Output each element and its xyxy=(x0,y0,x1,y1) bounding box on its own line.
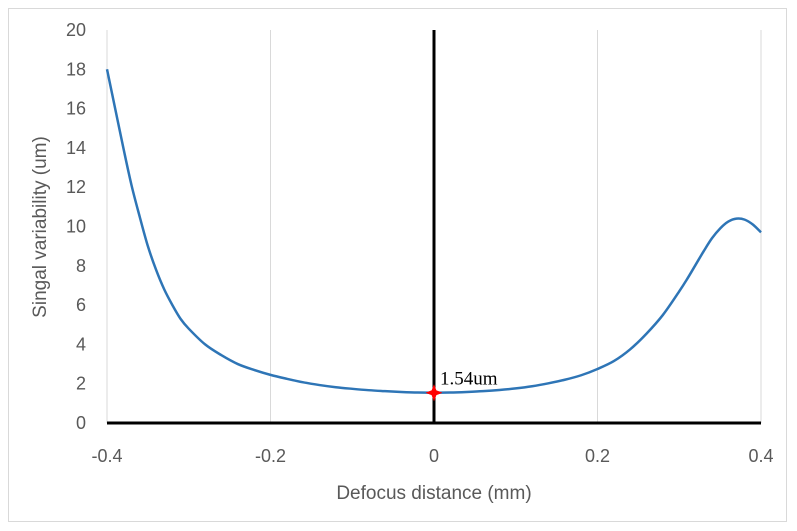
x-tick-label: -0.2 xyxy=(255,446,286,466)
x-tick-label: 0.4 xyxy=(748,446,773,466)
y-tick-label: 18 xyxy=(66,59,86,79)
min-point-label: 1.54um xyxy=(440,369,498,390)
y-axis-title: Singal variability (um) xyxy=(30,136,51,318)
y-tick-label: 12 xyxy=(66,177,86,197)
tick-labels: 0 2 4 6 8 10 12 14 16 18 20 -0.4 -0.2 0 0.2 0.4 xyxy=(66,20,774,466)
grid-lines xyxy=(106,30,762,423)
y-tick-label: 0 xyxy=(76,413,86,433)
y-tick-label: 6 xyxy=(76,295,86,315)
y-tick-label: 2 xyxy=(76,374,86,394)
min-point-marker xyxy=(425,384,443,402)
y-tick-label: 16 xyxy=(66,99,86,119)
y-tick-label: 20 xyxy=(66,20,86,40)
x-tick-label: -0.4 xyxy=(91,446,122,466)
annotation-layer: 1.54um xyxy=(425,369,498,402)
y-tick-label: 14 xyxy=(66,138,86,158)
y-tick-label: 10 xyxy=(66,217,86,237)
y-tick-label: 4 xyxy=(76,334,86,354)
axes xyxy=(107,30,761,425)
x-axis-title: Defocus distance (mm) xyxy=(336,483,531,504)
y-tick-label: 8 xyxy=(76,256,86,276)
chart-frame xyxy=(8,8,787,522)
x-tick-label: 0 xyxy=(429,446,439,466)
x-tick-label: 0.2 xyxy=(585,446,610,466)
